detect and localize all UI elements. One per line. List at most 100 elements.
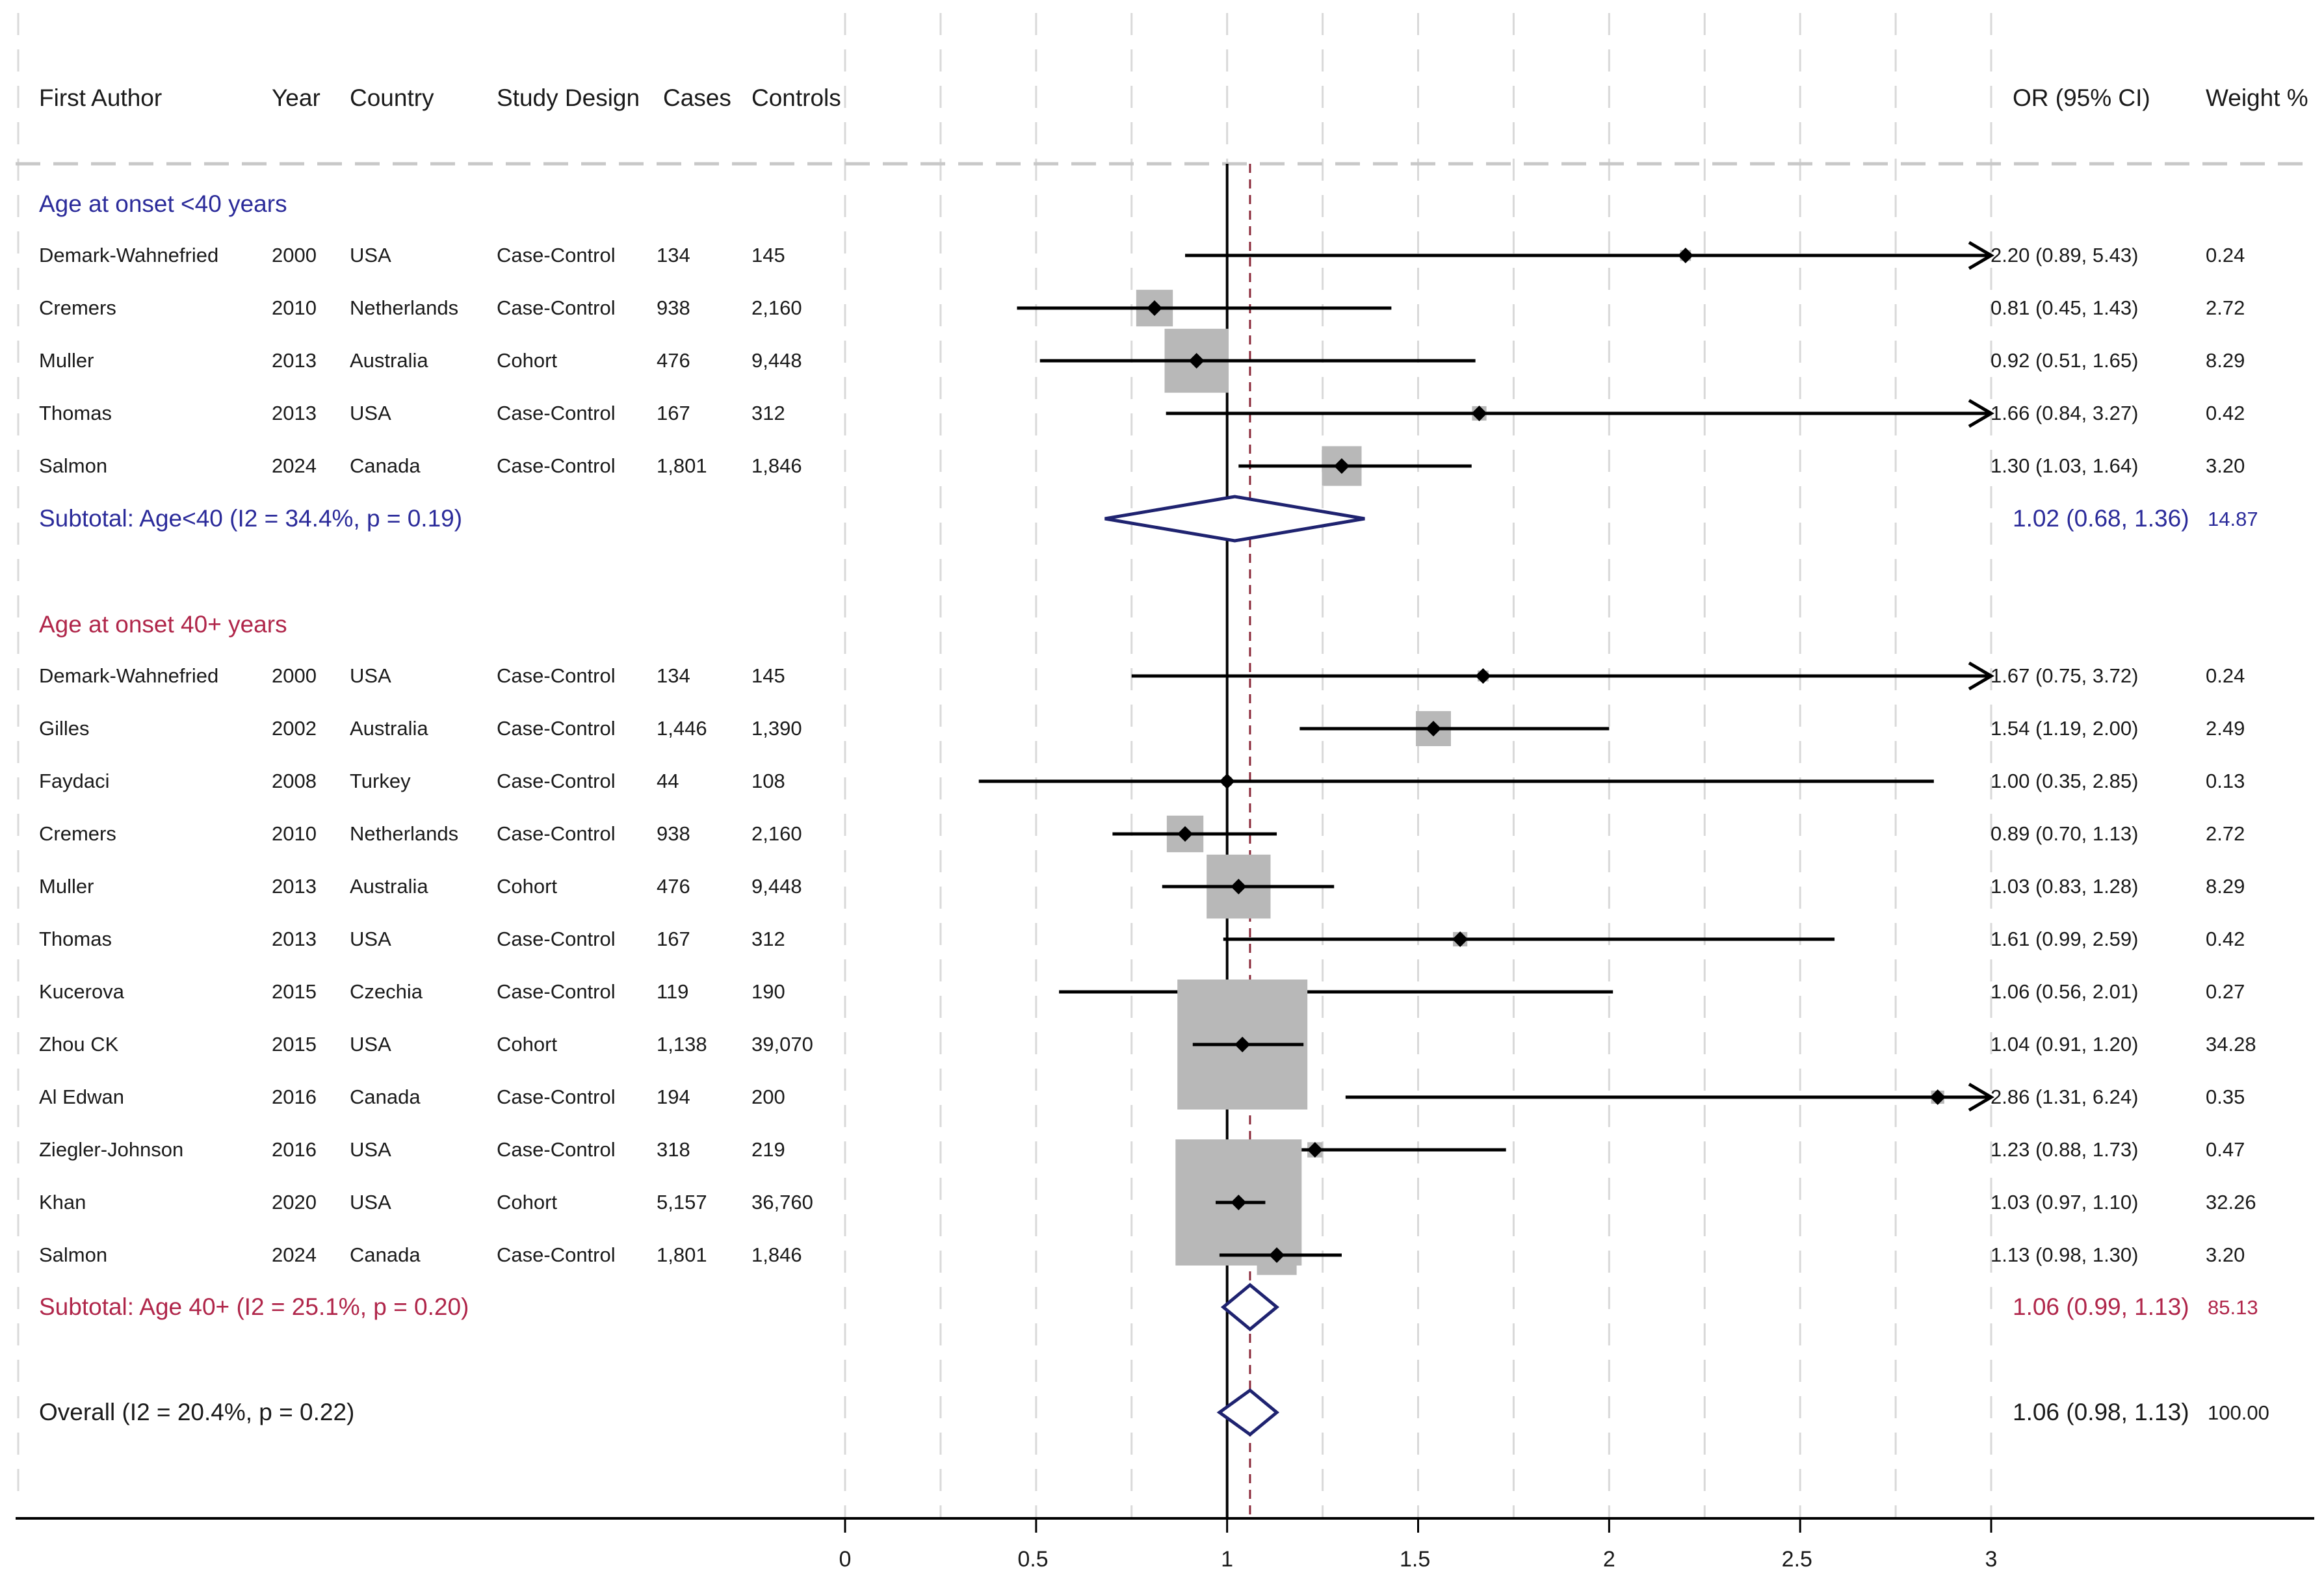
study-country: USA <box>350 664 391 687</box>
study-controls: 2,160 <box>751 822 802 845</box>
x-tick-label: 3 <box>1985 1547 1998 1572</box>
study-weight: 0.24 <box>2206 664 2245 687</box>
study-author: Gilles <box>39 717 90 740</box>
study-country: Australia <box>350 875 428 898</box>
study-weight: 0.42 <box>2206 928 2245 950</box>
x-axis <box>16 1517 2314 1533</box>
study-controls: 219 <box>751 1138 785 1161</box>
subtotal-or-ci: 1.06 (0.98, 1.13) <box>2013 1399 2189 1425</box>
study-point-estimate <box>1452 931 1469 947</box>
header-weight: Weight % <box>2206 84 2308 111</box>
study-or-ci: 0.89 (0.70, 1.13) <box>1991 822 2139 845</box>
study-author: Faydaci <box>39 770 110 792</box>
study-or-ci: 1.61 (0.99, 2.59) <box>1991 928 2139 950</box>
study-cases: 1,801 <box>657 1243 707 1266</box>
study-controls: 312 <box>751 928 785 950</box>
study-author: Kucerova <box>39 980 124 1003</box>
study-author: Demark-Wahnefried <box>39 244 219 266</box>
study-controls: 1,846 <box>751 1243 802 1266</box>
x-tick-label: 0.5 <box>1017 1547 1049 1572</box>
subtotal-or-ci: 1.02 (0.68, 1.36) <box>2013 505 2189 532</box>
study-or-ci: 1.00 (0.35, 2.85) <box>1991 770 2139 792</box>
study-weight: 34.28 <box>2206 1033 2256 1056</box>
study-country: Czechia <box>350 980 423 1003</box>
study-design: Case-Control <box>497 664 616 687</box>
study-or-ci: 1.13 (0.98, 1.30) <box>1991 1243 2139 1266</box>
study-country: USA <box>350 1191 391 1214</box>
study-year: 2015 <box>272 1033 317 1056</box>
study-cases: 5,157 <box>657 1191 707 1214</box>
study-design: Case-Control <box>497 1085 616 1108</box>
study-author: Cremers <box>39 296 116 319</box>
study-author: Zhou CK <box>39 1033 119 1056</box>
study-author: Al Edwan <box>39 1085 124 1108</box>
study-design: Case-Control <box>497 454 616 477</box>
study-controls: 1,390 <box>751 717 802 740</box>
study-point-estimate <box>1333 458 1350 474</box>
x-tick-label: 2 <box>1602 1547 1615 1572</box>
study-cases: 119 <box>657 980 689 1003</box>
study-point-estimate <box>1677 248 1693 263</box>
study-design: Case-Control <box>497 770 616 792</box>
study-design: Case-Control <box>497 244 616 266</box>
gridlines <box>17 13 1992 1518</box>
header-controls: Controls <box>751 84 841 111</box>
study-year: 2000 <box>272 664 317 687</box>
study-design: Case-Control <box>497 822 616 845</box>
study-country: Canada <box>350 1243 421 1266</box>
study-controls: 200 <box>751 1085 785 1108</box>
study-cases: 167 <box>657 928 690 950</box>
study-controls: 108 <box>751 770 785 792</box>
study-or-ci: 1.03 (0.83, 1.28) <box>1991 875 2139 898</box>
study-author: Demark-Wahnefried <box>39 664 219 687</box>
pooled-diamond <box>1216 1388 1279 1437</box>
study-year: 2016 <box>272 1138 317 1161</box>
study-or-ci: 2.20 (0.89, 5.43) <box>1991 244 2139 266</box>
study-cases: 44 <box>657 770 679 792</box>
study-point-estimate <box>1269 1247 1285 1263</box>
ci-arrow <box>1968 1082 1994 1112</box>
study-country: Turkey <box>350 770 411 792</box>
study-year: 2024 <box>272 454 317 477</box>
study-point-estimate <box>1147 300 1163 316</box>
study-cases: 134 <box>657 664 690 687</box>
group-label: Age at onset 40+ years <box>39 611 287 638</box>
study-controls: 190 <box>751 980 785 1003</box>
study-weight: 0.35 <box>2206 1085 2245 1108</box>
study-country: Netherlands <box>350 296 459 319</box>
study-controls: 1,846 <box>751 454 802 477</box>
study-country: USA <box>350 244 391 266</box>
study-or-ci: 1.67 (0.75, 3.72) <box>1991 664 2139 687</box>
study-cases: 318 <box>657 1138 690 1161</box>
study-point-estimate <box>1426 721 1442 736</box>
study-or-ci: 1.54 (1.19, 2.00) <box>1991 717 2139 740</box>
study-or-ci: 0.92 (0.51, 1.65) <box>1991 349 2139 372</box>
subtotal-weight: 85.13 <box>2208 1296 2258 1319</box>
study-author: Cremers <box>39 822 116 845</box>
study-weight: 0.13 <box>2206 770 2245 792</box>
study-weight: 2.72 <box>2206 296 2245 319</box>
study-or-ci: 0.81 (0.45, 1.43) <box>1991 296 2139 319</box>
study-point-estimate <box>1475 668 1491 684</box>
study-controls: 145 <box>751 244 785 266</box>
study-design: Cohort <box>497 1191 558 1214</box>
study-point-estimate <box>1307 1142 1323 1158</box>
study-year: 2000 <box>272 244 317 266</box>
study-controls: 145 <box>751 664 785 687</box>
study-design: Case-Control <box>497 1243 616 1266</box>
study-design: Cohort <box>497 1033 558 1056</box>
study-year: 2020 <box>272 1191 317 1214</box>
study-author: Salmon <box>39 1243 108 1266</box>
study-weight: 3.20 <box>2206 1243 2245 1266</box>
study-controls: 312 <box>751 402 785 424</box>
study-weight: 0.42 <box>2206 402 2245 424</box>
study-point-estimate <box>1188 353 1205 369</box>
study-country: USA <box>350 1033 391 1056</box>
study-point-estimate <box>1231 879 1247 894</box>
subtotal-weight: 100.00 <box>2208 1401 2269 1424</box>
study-author: Salmon <box>39 454 108 477</box>
study-design: Cohort <box>497 875 558 898</box>
study-point-estimate <box>1929 1089 1946 1105</box>
pooled-diamond <box>1104 495 1365 543</box>
study-or-ci: 1.04 (0.91, 1.20) <box>1991 1033 2139 1056</box>
